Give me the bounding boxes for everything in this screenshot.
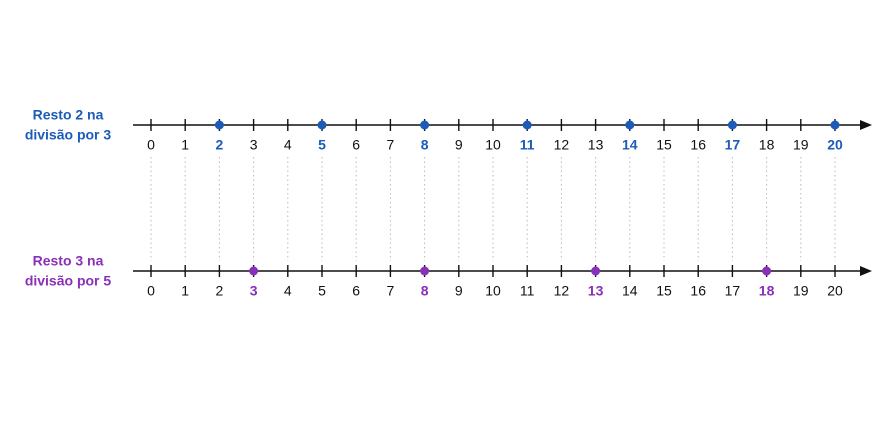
tick-label: 4 [284,283,292,299]
tick-label: 20 [827,137,843,153]
tick-label: 2 [216,283,224,299]
tick-label: 19 [793,283,809,299]
tick-label: 3 [250,283,258,299]
tick-label: 18 [759,283,775,299]
arrow-head [860,266,872,276]
point [214,120,224,130]
tick-label: 14 [622,283,638,299]
line-label: divisão por 3 [25,127,112,143]
point [830,120,840,130]
point [249,266,259,276]
tick-label: 6 [352,137,360,153]
tick-label: 16 [690,283,706,299]
tick-label: 11 [520,137,535,153]
tick-label: 20 [827,283,843,299]
tick-label: 15 [656,137,672,153]
tick-label: 2 [216,137,224,153]
tick-label: 3 [250,137,258,153]
tick-label: 17 [725,137,741,153]
point [420,120,430,130]
tick-label: 17 [725,283,741,299]
tick-label: 0 [147,283,155,299]
tick-label: 19 [793,137,809,153]
tick-label: 15 [656,283,672,299]
tick-label: 11 [520,283,535,299]
tick-label: 1 [181,137,189,153]
tick-label: 9 [455,283,463,299]
tick-label: 4 [284,137,292,153]
tick-label: 6 [352,283,360,299]
tick-label: 12 [554,137,570,153]
tick-label: 7 [387,137,395,153]
point [317,120,327,130]
tick-label: 18 [759,137,775,153]
tick-label: 13 [588,283,604,299]
line-label: Resto 2 na [33,107,104,123]
point [625,120,635,130]
point [522,120,532,130]
tick-label: 8 [421,283,429,299]
tick-label: 5 [318,137,326,153]
line-label: divisão por 5 [25,273,112,289]
line-label: Resto 3 na [33,253,104,269]
tick-label: 14 [622,137,638,153]
point [420,266,430,276]
tick-label: 1 [181,283,189,299]
tick-label: 10 [485,137,501,153]
point [591,266,601,276]
tick-label: 7 [387,283,395,299]
tick-label: 5 [318,283,326,299]
point [727,120,737,130]
tick-label: 10 [485,283,501,299]
tick-label: 9 [455,137,463,153]
point [762,266,772,276]
tick-label: 0 [147,137,155,153]
tick-label: 13 [588,137,604,153]
arrow-head [860,120,872,130]
tick-label: 12 [554,283,570,299]
tick-label: 8 [421,137,429,153]
tick-label: 16 [690,137,706,153]
